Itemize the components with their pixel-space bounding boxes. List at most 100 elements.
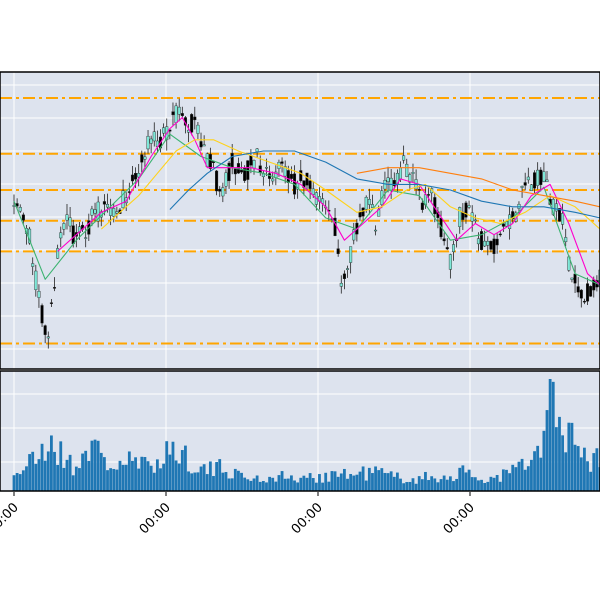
volume-bar: [333, 471, 337, 491]
volume-bar: [261, 481, 265, 491]
candle: [564, 228, 568, 247]
candle-body: [476, 238, 480, 245]
volume-bar: [149, 465, 153, 491]
volume-bar: [576, 446, 580, 491]
volume-bar: [290, 475, 293, 491]
x-tick-label: 00:00: [137, 500, 174, 537]
candle-body: [486, 241, 490, 246]
volume-bar: [243, 477, 247, 491]
volume-bar: [589, 471, 593, 491]
volume-bar: [392, 476, 396, 491]
candle-body: [121, 190, 125, 209]
volume-bar: [436, 482, 440, 491]
volume-bar: [445, 479, 449, 491]
volume-bar: [330, 471, 334, 491]
candle-body: [311, 188, 315, 195]
volume-bar: [414, 483, 418, 491]
volume-bar: [249, 480, 253, 491]
candle-body: [374, 229, 378, 232]
candle-body: [573, 273, 577, 284]
volume-bar: [168, 454, 172, 491]
candle: [579, 289, 583, 308]
candle-body: [339, 282, 343, 287]
volume-bar: [586, 461, 589, 491]
candle-body: [589, 286, 593, 297]
candle: [177, 98, 181, 122]
volume-bar: [152, 472, 156, 491]
candle-body: [458, 207, 462, 227]
candle-body: [196, 124, 200, 134]
volume-bar: [339, 473, 343, 491]
moving-average-line: [100, 139, 600, 230]
candle-body: [508, 214, 512, 230]
candle: [271, 171, 275, 185]
candle-body: [586, 283, 590, 302]
candle: [526, 167, 530, 184]
candle-body: [31, 263, 35, 267]
volume-bar: [498, 481, 502, 491]
candle-body: [346, 268, 350, 270]
candle: [489, 240, 493, 253]
volume-bar: [570, 422, 574, 491]
candle-body: [386, 177, 390, 182]
candle-body: [68, 217, 72, 227]
volume-bar: [399, 478, 402, 491]
candle-body: [255, 148, 259, 152]
volume-bar: [533, 451, 536, 491]
candle-body: [411, 172, 415, 174]
volume-bar: [202, 464, 206, 491]
candle: [152, 122, 156, 147]
volume-bar: [230, 478, 234, 491]
candle-body: [289, 173, 293, 179]
volume-bar: [405, 482, 409, 491]
candle-body: [146, 135, 150, 150]
volume-bar: [190, 473, 194, 491]
volume-bar: [517, 461, 521, 491]
candle-body: [358, 211, 362, 218]
candle-body: [40, 305, 44, 324]
candle: [533, 170, 537, 193]
candle: [221, 182, 225, 203]
volume-bar: [84, 450, 88, 491]
volume-bar: [380, 468, 384, 491]
candle-body: [467, 205, 471, 208]
candle-body: [383, 180, 387, 190]
candle-body: [417, 189, 421, 191]
volume-bar: [480, 479, 483, 491]
volume-bar: [358, 471, 362, 491]
volume-bar: [177, 463, 181, 491]
candle: [321, 192, 325, 212]
candle-body: [96, 201, 100, 222]
candle-body: [448, 254, 452, 270]
candle-body: [252, 160, 256, 169]
candle-body: [545, 179, 549, 182]
candle-body: [193, 116, 197, 121]
candle-body: [261, 173, 265, 177]
candle: [162, 123, 166, 137]
candle-body: [489, 240, 493, 250]
volume-bar: [40, 443, 44, 491]
candle-body: [321, 198, 325, 204]
volume-bar: [395, 472, 399, 491]
candle: [473, 214, 477, 225]
volume-bar: [34, 463, 38, 491]
volume-bar: [112, 468, 116, 491]
volume-bar: [268, 476, 271, 491]
candle: [586, 277, 590, 306]
volume-bar: [539, 457, 543, 491]
candle: [127, 182, 131, 200]
volume-bar: [508, 473, 512, 491]
candle-body: [208, 154, 212, 169]
candle-body: [408, 174, 412, 183]
candle: [411, 163, 415, 183]
candle-body: [402, 155, 406, 161]
volume-bar: [277, 475, 281, 491]
volume-bar: [99, 452, 103, 491]
candle-body: [445, 247, 449, 250]
candle: [37, 284, 41, 308]
candle: [370, 194, 374, 208]
volume-bar: [486, 481, 490, 491]
volume-bar: [299, 477, 303, 491]
volume-bar: [364, 480, 368, 491]
volume-bar: [50, 435, 53, 491]
